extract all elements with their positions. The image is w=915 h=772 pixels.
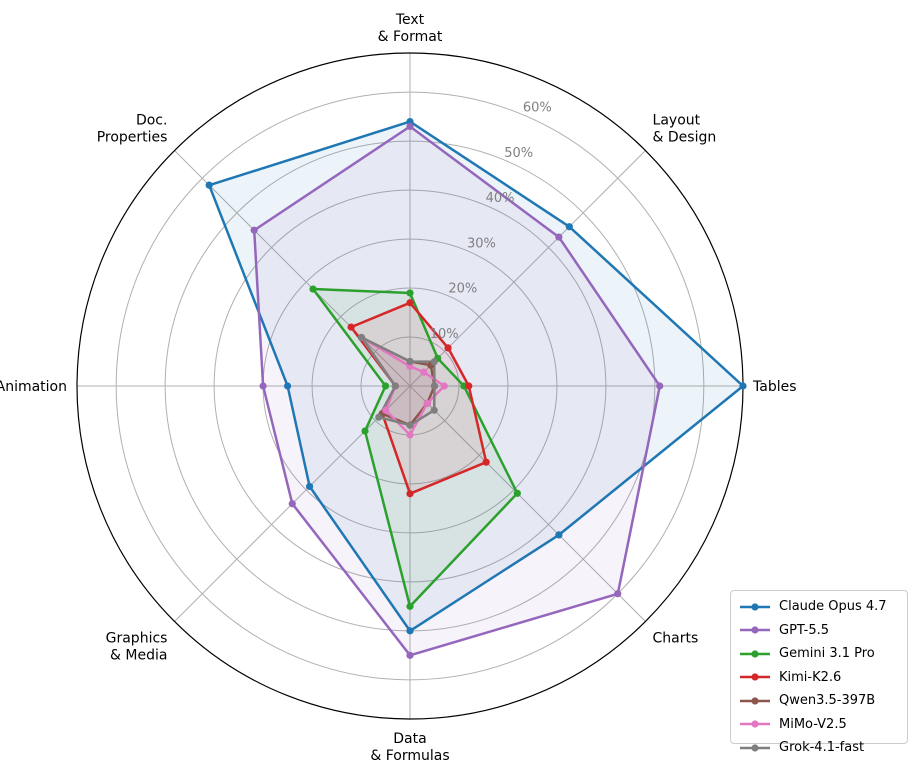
data-point <box>430 406 438 414</box>
axis-label: Charts <box>653 631 699 647</box>
data-point <box>259 382 267 390</box>
r-tick-label: 60% <box>523 100 552 115</box>
grid-spoke <box>409 385 646 622</box>
data-point <box>420 368 428 376</box>
axis-label: Layout & Design <box>653 112 717 145</box>
data-point <box>406 289 414 297</box>
data-point <box>406 299 414 307</box>
data-point <box>361 427 369 435</box>
r-tick-label: 50% <box>504 146 533 161</box>
data-point <box>391 382 399 390</box>
data-point <box>309 285 317 293</box>
data-point <box>482 458 490 466</box>
data-point <box>440 382 448 390</box>
data-point <box>555 233 563 241</box>
data-point <box>283 382 292 390</box>
r-tick-label: 30% <box>467 236 496 251</box>
legend-item: Gemini 3.1 Pro <box>739 642 899 666</box>
chart-legend: Claude Opus 4.7 GPT-5.5 Gemini 3.1 Pro Kimi… <box>730 590 908 755</box>
data-point <box>406 357 414 366</box>
r-tick-label: 10% <box>430 327 459 342</box>
legend-label: Qwen3.5-397B <box>779 693 876 709</box>
data-point <box>205 181 213 189</box>
legend-label: Grok-4.1-fast <box>779 740 865 756</box>
data-point <box>565 223 573 231</box>
legend-item: Qwen3.5-397B <box>739 689 899 713</box>
legend-item: Kimi-K2.6 <box>739 666 899 690</box>
data-point <box>444 344 452 352</box>
series-area <box>209 121 743 631</box>
data-point <box>430 358 438 366</box>
series-area <box>361 337 435 426</box>
legend-label: Gemini 3.1 Pro <box>779 646 875 662</box>
legend-swatch <box>740 650 770 658</box>
legend-swatch <box>740 603 770 611</box>
axis-label: Doc. Properties <box>97 112 168 145</box>
legend-swatch <box>740 626 770 634</box>
legend-swatch <box>740 673 770 681</box>
data-point <box>381 382 390 390</box>
data-point <box>406 627 414 635</box>
legend-label: Claude Opus 4.7 <box>779 599 887 615</box>
data-point <box>382 406 390 414</box>
series-area <box>361 337 445 435</box>
axis-label: Text & Format <box>378 12 443 45</box>
axis-label: Tables <box>752 379 797 395</box>
data-point <box>305 482 314 491</box>
r-tick-label: 20% <box>448 282 477 297</box>
data-point <box>555 531 563 539</box>
data-point <box>406 490 414 498</box>
legend-item: Claude Opus 4.7 <box>739 595 899 619</box>
data-point <box>250 226 258 234</box>
series-area <box>361 337 435 426</box>
data-point <box>288 500 296 508</box>
data-point <box>406 602 414 610</box>
data-point <box>406 122 414 131</box>
axis-label: Graphics & Media <box>106 631 168 664</box>
legend-item: GPT-5.5 <box>739 619 899 643</box>
legend-label: Kimi-K2.6 <box>779 669 842 685</box>
data-point <box>513 489 521 497</box>
data-point <box>739 382 747 390</box>
legend-item: Grok-4.1-fast <box>739 736 899 760</box>
legend-item: MiMo-V2.5 <box>739 713 899 737</box>
series-areas <box>209 121 743 656</box>
data-point <box>656 382 664 390</box>
series-area <box>254 126 660 656</box>
axis-label: Data & Formulas <box>370 731 449 764</box>
series-points <box>205 117 747 659</box>
legend-swatch <box>740 697 770 705</box>
grid-spoke <box>174 150 411 387</box>
data-point <box>465 382 473 390</box>
series-area <box>313 289 518 607</box>
data-point <box>406 421 414 429</box>
data-point <box>375 413 383 421</box>
axis-label: Animation <box>0 379 67 395</box>
data-point <box>406 431 414 439</box>
legend-label: MiMo-V2.5 <box>779 716 847 732</box>
r-tick-label: 40% <box>486 191 515 206</box>
data-point <box>614 590 622 598</box>
data-point <box>357 333 366 342</box>
data-point <box>423 399 431 407</box>
legend-swatch <box>740 720 770 728</box>
legend-label: GPT-5.5 <box>779 622 830 638</box>
legend-swatch <box>740 744 770 752</box>
data-point <box>406 651 414 659</box>
data-point <box>347 323 355 331</box>
data-point <box>430 382 439 390</box>
axis-labels: 10% 20% 30% 40% 50% 60% Text & Format Layout & De… <box>0 12 797 764</box>
